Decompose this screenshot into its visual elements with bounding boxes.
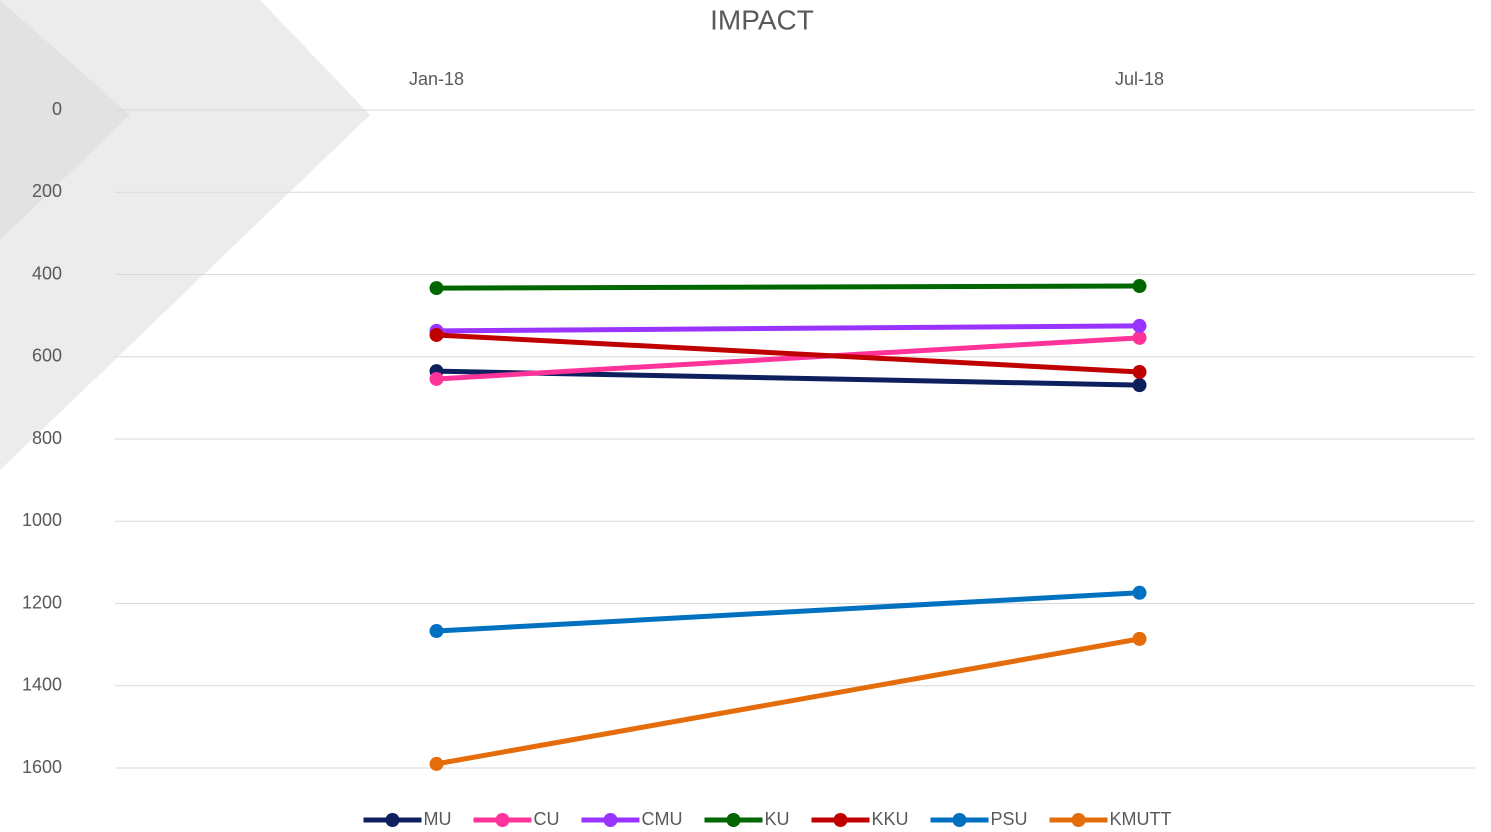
series-line <box>436 332 1140 375</box>
data-point <box>1132 378 1147 393</box>
y-tick-label: 1000 <box>22 510 62 530</box>
data-point <box>1132 631 1147 646</box>
x-tick-label: Jul-18 <box>1115 69 1164 89</box>
y-tick-label: 400 <box>32 263 62 283</box>
data-point <box>429 371 444 386</box>
data-point <box>429 624 444 639</box>
legend-label: KU <box>764 809 789 829</box>
legend-marker <box>726 813 741 827</box>
chart-title: IMPACT <box>710 4 814 35</box>
legend-marker <box>833 813 848 827</box>
legend-marker <box>603 813 618 827</box>
y-tick-label: 1600 <box>22 757 62 777</box>
data-point <box>1132 330 1147 345</box>
legend-label: KMUTT <box>1110 809 1172 829</box>
legend-marker <box>1071 813 1086 827</box>
legend-marker <box>495 813 510 827</box>
legend-label: MU <box>423 809 451 829</box>
legend-label: PSU <box>991 809 1028 829</box>
data-point <box>1132 364 1147 379</box>
y-tick-label: 600 <box>32 346 62 366</box>
data-point <box>1132 318 1147 333</box>
series-line <box>436 283 1140 291</box>
data-point <box>429 327 444 342</box>
y-tick-label: 1200 <box>22 592 62 612</box>
y-tick-label: 1400 <box>22 675 62 695</box>
y-tick-label: 800 <box>32 428 62 448</box>
series-line <box>436 323 1140 334</box>
legend-label: KKU <box>871 809 908 829</box>
background-chevron <box>0 0 130 240</box>
series-line <box>436 590 1140 634</box>
legend-label: CMU <box>641 809 682 829</box>
y-tick-label: 0 <box>52 99 62 119</box>
series-line <box>436 636 1140 767</box>
data-point <box>429 756 444 771</box>
legend-label: CU <box>533 809 559 829</box>
y-tick-label: 200 <box>32 181 62 201</box>
data-point <box>1132 585 1147 600</box>
data-point <box>429 281 444 296</box>
legend-marker <box>952 813 967 827</box>
series-line <box>436 335 1140 382</box>
data-point <box>1132 279 1147 294</box>
x-tick-label: Jan-18 <box>409 69 464 89</box>
legend-marker <box>385 813 400 827</box>
